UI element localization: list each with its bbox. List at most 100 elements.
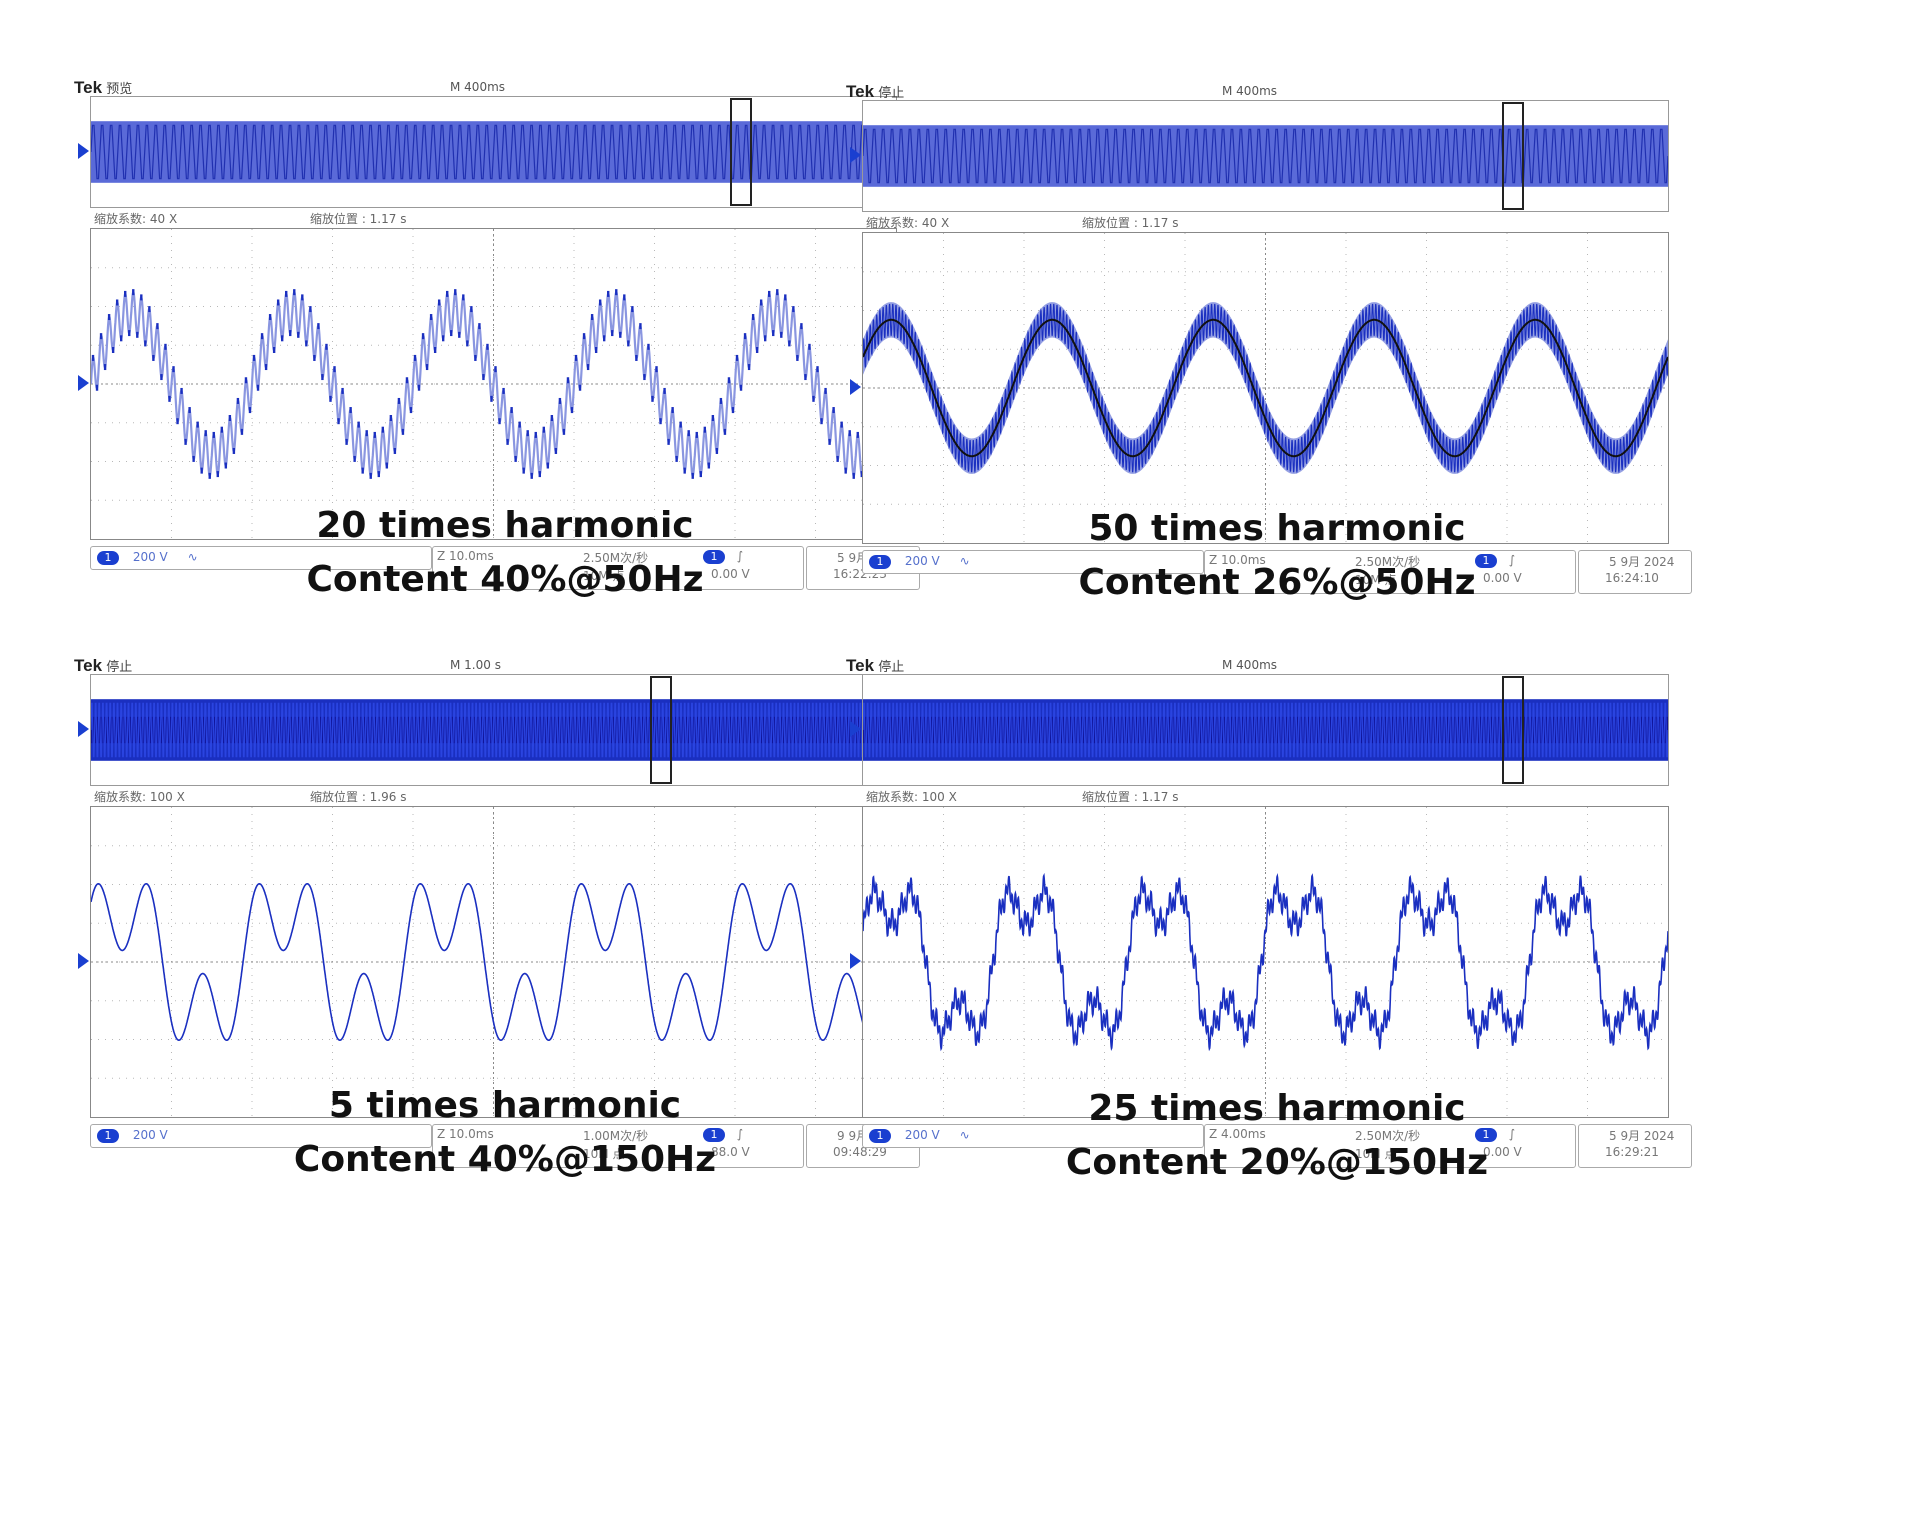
sample-rate: 2.50M次/秒 bbox=[1355, 555, 1421, 569]
acquisition-readout: Z 10.0ms 1.00M次/秒 10M 点 1 ∫ 88.0 V bbox=[432, 1124, 804, 1168]
scope-header: Tek 停止 bbox=[846, 656, 904, 676]
zoom-window bbox=[1502, 676, 1524, 784]
waveform-display[interactable] bbox=[862, 806, 1669, 1118]
trigger-level: 0.00 V bbox=[711, 567, 750, 581]
main-timebase: M 400ms bbox=[1222, 658, 1278, 672]
overview-trace bbox=[863, 676, 1668, 784]
overview-channel-marker[interactable] bbox=[850, 721, 861, 737]
zoom-timebase: Z 4.00ms bbox=[1209, 1127, 1266, 1141]
brand-label: Tek bbox=[846, 82, 875, 101]
sample-rate: 1.00M次/秒 bbox=[583, 1129, 649, 1143]
caption-title: 25 times harmonic bbox=[1088, 1088, 1466, 1129]
acq-mode: 停止 bbox=[878, 660, 905, 675]
trigger-level: 0.00 V bbox=[1483, 571, 1522, 585]
channel-readout[interactable]: 1 200 V ∿ bbox=[862, 1124, 1204, 1148]
time: 16:29:21 bbox=[1605, 1145, 1659, 1159]
zoom-timebase: Z 10.0ms bbox=[437, 549, 494, 563]
scope-header: Tek 停止 bbox=[74, 656, 132, 676]
coupling-icon: ∿ bbox=[959, 554, 970, 568]
channel-readout[interactable]: 1 200 V ∿ bbox=[862, 550, 1204, 574]
caption-title: 5 times harmonic bbox=[328, 1085, 682, 1126]
acq-mode: 停止 bbox=[878, 86, 905, 101]
main-timebase: M 1.00 s bbox=[450, 658, 501, 672]
overview-path bbox=[863, 128, 1668, 184]
channel-badge: 1 bbox=[97, 551, 119, 565]
channel-readout[interactable]: 1 200 V bbox=[90, 1124, 432, 1148]
waveform-display[interactable] bbox=[90, 806, 897, 1118]
zoom-factor: 缩放系数: 40 X bbox=[866, 216, 950, 230]
brand-label: Tek bbox=[846, 656, 875, 675]
waveform-center bbox=[863, 318, 1668, 458]
zoom-position: 缩放位置 : 1.17 s bbox=[310, 212, 407, 226]
zoom-position: 缩放位置 : 1.96 s bbox=[310, 790, 407, 804]
caption-title: 20 times harmonic bbox=[316, 505, 694, 546]
waveform-trace bbox=[863, 233, 1668, 543]
scope-header: Tek 停止 bbox=[846, 82, 904, 102]
overview-record[interactable] bbox=[90, 96, 897, 208]
zoom-factor: 缩放系数: 40 X bbox=[94, 212, 178, 226]
trigger-slope-icon: ∫ bbox=[1508, 1127, 1516, 1141]
record-length: 10M 点 bbox=[1355, 1147, 1397, 1161]
main-timebase: M 400ms bbox=[450, 80, 506, 94]
waveform-path bbox=[863, 872, 1668, 1052]
date: 5 9月 2024 bbox=[1609, 1129, 1675, 1143]
zoom-window bbox=[1502, 102, 1524, 210]
overview-path bbox=[91, 702, 896, 758]
overview-record[interactable] bbox=[862, 100, 1669, 212]
trigger-source-badge: 1 bbox=[703, 1128, 725, 1142]
overview-record[interactable] bbox=[90, 674, 897, 786]
channel-1-marker[interactable] bbox=[850, 953, 861, 969]
channel-scale: 200 V bbox=[904, 554, 940, 568]
trigger-slope-icon: ∫ bbox=[736, 1127, 744, 1141]
brand-label: Tek bbox=[74, 78, 103, 97]
zoom-factor: 缩放系数: 100 X bbox=[866, 790, 957, 804]
overview-path bbox=[863, 702, 1668, 758]
time: 16:24:10 bbox=[1605, 571, 1659, 585]
waveform-path bbox=[91, 883, 896, 1041]
channel-1-marker[interactable] bbox=[850, 379, 861, 395]
scope-panel: Tek 停止 M 400ms 缩放系数: 40 X 缩放位置 : 1.17 s … bbox=[832, 82, 1722, 602]
trigger-source-badge: 1 bbox=[1475, 1128, 1497, 1142]
acquisition-readout: Z 10.0ms 2.50M次/秒 10M 点 1 ∫ 0.00 V bbox=[1204, 550, 1576, 594]
channel-scale: 200 V bbox=[132, 1128, 168, 1142]
trigger-level: 88.0 V bbox=[711, 1145, 750, 1159]
scope-panel: Tek 停止 M 1.00 s 缩放系数: 100 X 缩放位置 : 1.96 … bbox=[60, 656, 950, 1176]
channel-badge: 1 bbox=[869, 555, 891, 569]
datetime-readout: 5 9月 2024 16:29:21 bbox=[1578, 1124, 1692, 1168]
overview-channel-marker[interactable] bbox=[850, 147, 861, 163]
caption-content: Content 26%@50Hz bbox=[1078, 562, 1476, 603]
channel-1-marker[interactable] bbox=[78, 375, 89, 391]
zoom-position: 缩放位置 : 1.17 s bbox=[1082, 216, 1179, 230]
zoom-window bbox=[650, 676, 672, 784]
overview-record[interactable] bbox=[862, 674, 1669, 786]
coupling-icon: ∿ bbox=[187, 550, 198, 564]
overview-trace bbox=[863, 102, 1668, 210]
zoom-window bbox=[730, 98, 752, 206]
record-length: 10M 点 bbox=[1355, 573, 1397, 587]
datetime-readout: 5 9月 2024 16:24:10 bbox=[1578, 550, 1692, 594]
caption-title: 50 times harmonic bbox=[1088, 508, 1466, 549]
overview-channel-marker[interactable] bbox=[78, 143, 89, 159]
date: 5 9月 2024 bbox=[1609, 555, 1675, 569]
zoom-timebase: Z 10.0ms bbox=[1209, 553, 1266, 567]
zoom-position: 缩放位置 : 1.17 s bbox=[1082, 790, 1179, 804]
sample-rate: 2.50M次/秒 bbox=[1355, 1129, 1421, 1143]
waveform-trace bbox=[91, 229, 896, 539]
acq-mode: 停止 bbox=[106, 660, 133, 675]
overview-channel-marker[interactable] bbox=[78, 721, 89, 737]
sample-rate: 2.50M次/秒 bbox=[583, 551, 649, 565]
channel-1-marker[interactable] bbox=[78, 953, 89, 969]
trigger-slope-icon: ∫ bbox=[1508, 553, 1516, 567]
caption-content: Content 20%@150Hz bbox=[1065, 1142, 1489, 1183]
brand-label: Tek bbox=[74, 656, 103, 675]
waveform-trace bbox=[91, 807, 896, 1117]
waveform-display[interactable] bbox=[90, 228, 897, 540]
caption-content: Content 40%@150Hz bbox=[293, 1139, 717, 1180]
trigger-source-badge: 1 bbox=[703, 550, 725, 564]
channel-badge: 1 bbox=[869, 1129, 891, 1143]
channel-readout[interactable]: 1 200 V ∿ bbox=[90, 546, 432, 570]
zoom-timebase: Z 10.0ms bbox=[437, 1127, 494, 1141]
waveform-display[interactable] bbox=[862, 232, 1669, 544]
trigger-source-badge: 1 bbox=[1475, 554, 1497, 568]
overview-trace bbox=[91, 98, 896, 206]
